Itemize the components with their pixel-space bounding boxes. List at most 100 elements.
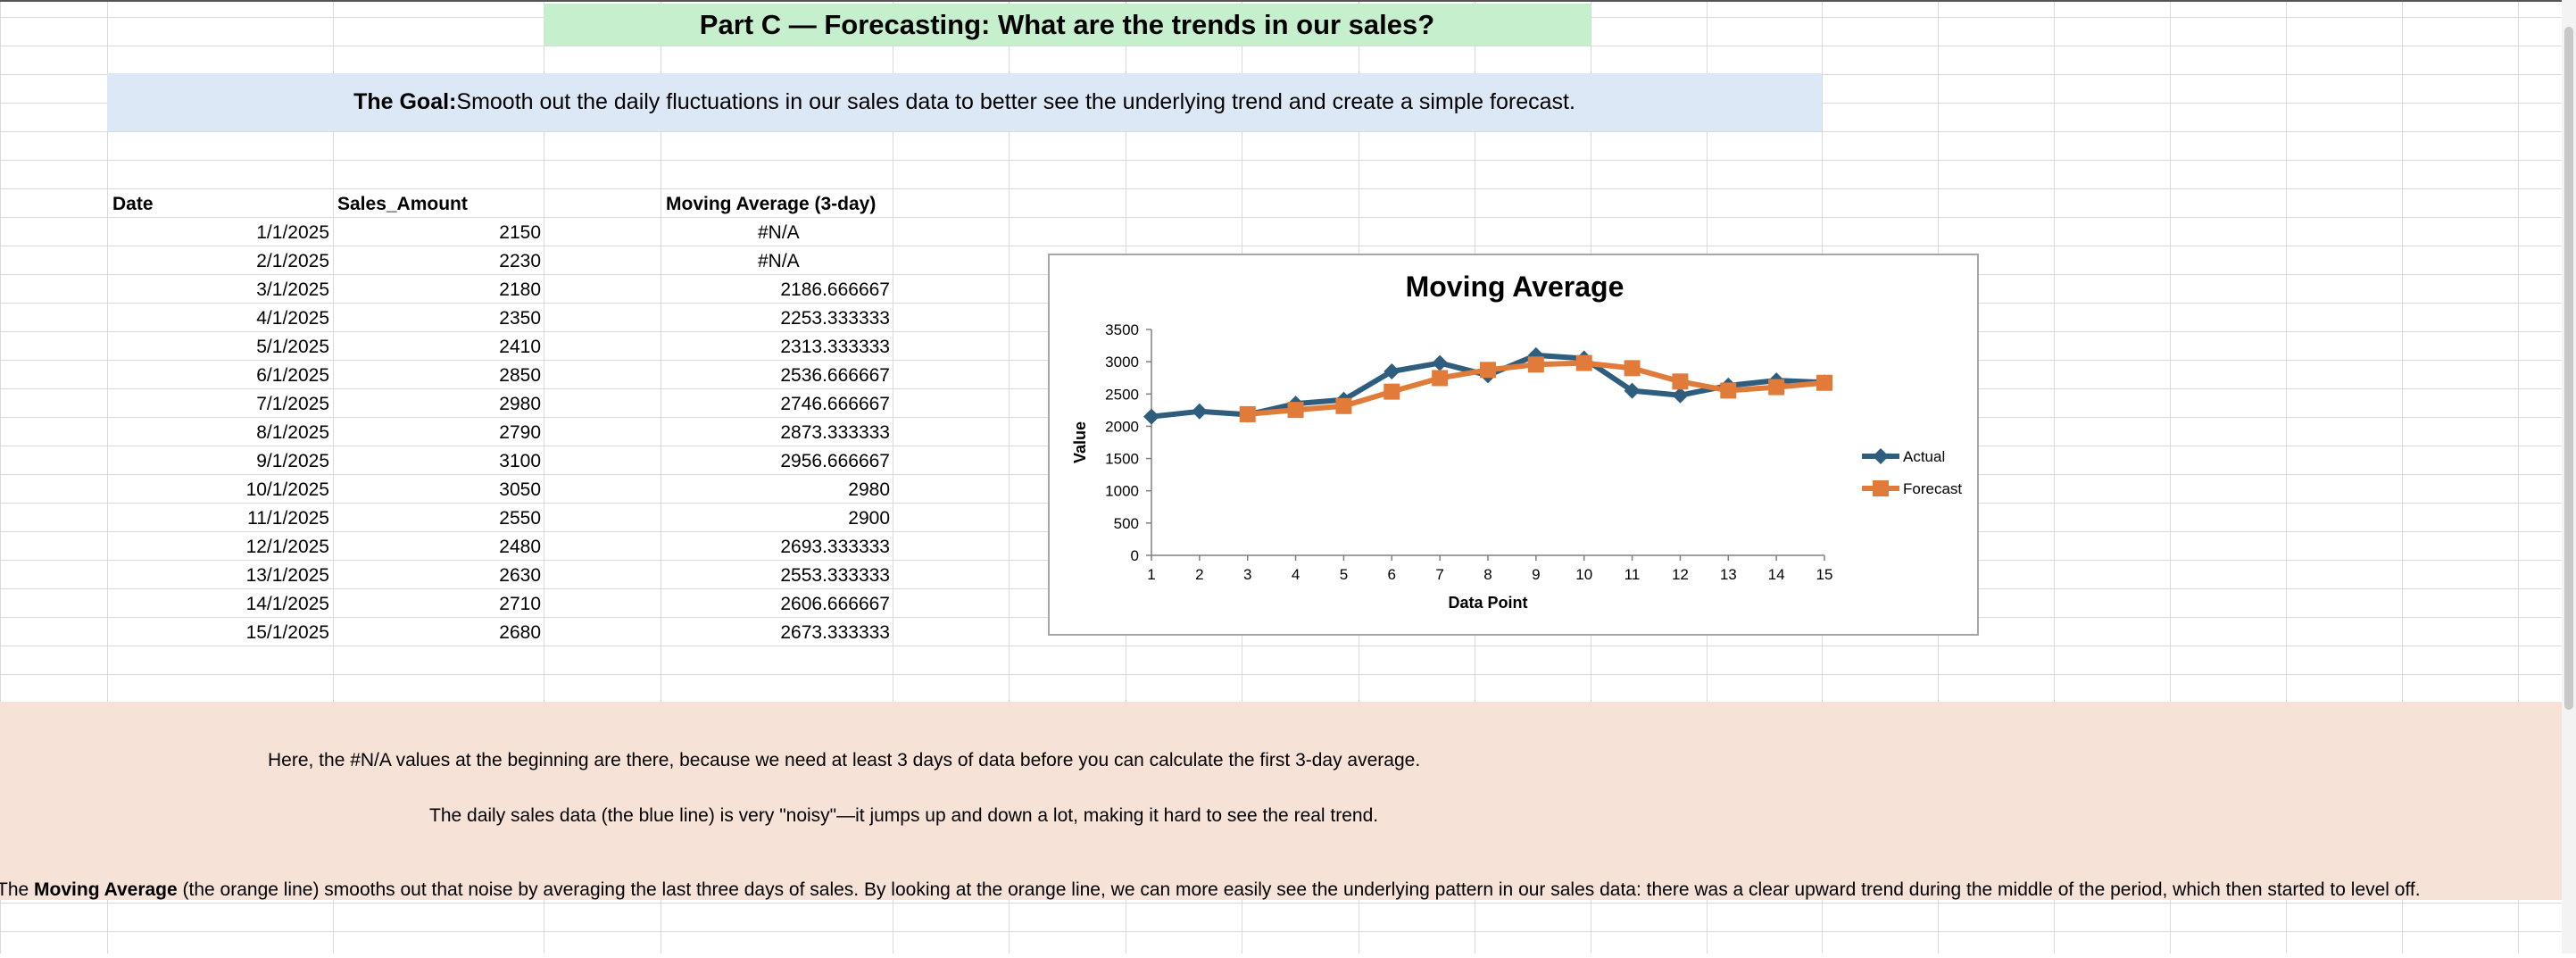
moving-average-cell[interactable]: 2536.666667: [780, 365, 890, 386]
sales-amount-cell[interactable]: 2680: [499, 622, 541, 643]
vertical-scrollbar-thumb[interactable]: [2564, 27, 2573, 710]
title-band: [544, 4, 1591, 46]
actual-data-point: [1624, 382, 1641, 399]
header-sales-amount[interactable]: Sales_Amount: [337, 194, 468, 214]
date-cell[interactable]: 11/1/2025: [247, 508, 329, 529]
legend-label: Actual: [1903, 448, 1945, 465]
sales-amount-cell[interactable]: 2710: [499, 594, 541, 614]
forecast-data-point: [1624, 360, 1641, 377]
x-tick-label: 8: [1483, 566, 1492, 583]
moving-average-cell[interactable]: #N/A: [758, 222, 800, 243]
actual-data-point: [1384, 362, 1400, 379]
goal-description: Smooth out the daily fluctuations in our…: [456, 89, 1575, 114]
sales-amount-cell[interactable]: 2480: [499, 537, 541, 557]
note-noisy-data[interactable]: The daily sales data (the blue line) is …: [429, 805, 1379, 826]
date-cell[interactable]: 3/1/2025: [256, 279, 329, 300]
moving-average-cell[interactable]: 2186.666667: [780, 279, 890, 300]
forecast-data-point: [1335, 397, 1352, 414]
header-date[interactable]: Date: [112, 194, 154, 214]
date-cell[interactable]: 14/1/2025: [245, 594, 329, 614]
date-cell[interactable]: 4/1/2025: [256, 308, 329, 329]
date-cell[interactable]: 6/1/2025: [256, 365, 329, 386]
sales-amount-cell[interactable]: 2350: [499, 308, 541, 329]
note-na-explanation[interactable]: Here, the #N/A values at the beginning a…: [268, 750, 1421, 771]
page-title[interactable]: Part C — Forecasting: What are the trend…: [699, 8, 1435, 40]
forecast-data-point: [1527, 356, 1544, 373]
x-tick-label: 2: [1195, 566, 1203, 583]
note-bold-term: Moving Average: [34, 879, 178, 900]
y-tick-label: 500: [1114, 515, 1139, 532]
note-prefix: The: [0, 879, 35, 900]
moving-average-cell[interactable]: 2253.333333: [780, 308, 890, 329]
sales-amount-cell[interactable]: 2410: [499, 337, 541, 357]
actual-data-point: [1672, 387, 1689, 404]
date-cell[interactable]: 9/1/2025: [256, 451, 329, 471]
date-cell[interactable]: 10/1/2025: [245, 479, 329, 500]
date-cell[interactable]: 5/1/2025: [256, 337, 329, 357]
moving-average-cell[interactable]: 2873.333333: [780, 422, 890, 443]
notes-band: [0, 702, 2562, 900]
x-tick-label: 11: [1625, 566, 1641, 583]
forecast-data-point: [1768, 379, 1785, 396]
x-tick-label: 4: [1292, 566, 1300, 583]
moving-average-cell[interactable]: 2313.333333: [780, 337, 890, 357]
x-axis-title: Data Point: [1448, 594, 1527, 612]
forecast-data-point: [1672, 373, 1689, 390]
date-cell[interactable]: 1/1/2025: [256, 222, 329, 243]
x-tick-label: 13: [1720, 566, 1737, 583]
date-cell[interactable]: 12/1/2025: [245, 537, 329, 557]
date-cell[interactable]: 15/1/2025: [245, 622, 329, 643]
moving-average-cell[interactable]: 2956.666667: [780, 451, 890, 471]
moving-average-cell[interactable]: #N/A: [758, 251, 800, 271]
forecast-data-point: [1816, 374, 1832, 391]
note-moving-average[interactable]: The Moving Average (the orange line) smo…: [0, 879, 2421, 901]
moving-average-cell[interactable]: 2553.333333: [780, 565, 890, 586]
forecast-data-point: [1575, 354, 1592, 371]
sales-amount-cell[interactable]: 3100: [499, 451, 541, 471]
forecast-data-point: [1480, 362, 1496, 379]
header-moving-average[interactable]: Moving Average (3-day): [666, 194, 877, 214]
actual-data-point: [1143, 408, 1159, 425]
date-cell[interactable]: 8/1/2025: [256, 422, 329, 443]
sales-amount-cell[interactable]: 2150: [499, 222, 541, 243]
y-tick-label: 3000: [1105, 354, 1139, 371]
sales-amount-cell[interactable]: 2630: [499, 565, 541, 586]
moving-average-cell[interactable]: 2606.666667: [780, 594, 890, 614]
x-tick-label: 5: [1340, 566, 1348, 583]
moving-average-cell[interactable]: 2673.333333: [780, 622, 890, 643]
actual-data-point: [1432, 354, 1449, 371]
moving-average-chart[interactable]: Moving Average 0 500 1000 1500 2000 2500 3000 35…: [1048, 254, 1979, 636]
actual-data-point: [1873, 448, 1889, 464]
sales-amount-cell[interactable]: 2790: [499, 422, 541, 443]
x-tick-label: 1: [1147, 566, 1155, 583]
sales-amount-cell[interactable]: 3050: [499, 479, 541, 500]
legend-item-forecast: Forecast: [1862, 480, 1962, 497]
moving-average-cell[interactable]: 2746.666667: [780, 394, 890, 414]
x-tick-label: 10: [1575, 566, 1592, 583]
goal-statement[interactable]: The Goal: Smooth out the daily fluctuati…: [107, 73, 1822, 131]
sales-amount-cell[interactable]: 2550: [499, 508, 541, 529]
date-cell[interactable]: 2/1/2025: [256, 251, 329, 271]
goal-band: [107, 73, 1822, 131]
x-tick-label: 7: [1435, 566, 1443, 583]
sales-amount-cell[interactable]: 2850: [499, 365, 541, 386]
date-cell[interactable]: 13/1/2025: [245, 565, 329, 586]
date-cell[interactable]: 7/1/2025: [256, 394, 329, 414]
actual-data-point: [1191, 403, 1208, 420]
moving-average-cell[interactable]: 2980: [848, 479, 890, 500]
y-tick-label: 2000: [1105, 418, 1139, 435]
note-suffix: (the orange line) smooths out that noise…: [177, 879, 2421, 900]
sales-amount-cell[interactable]: 2230: [499, 251, 541, 271]
moving-average-cell[interactable]: 2900: [848, 508, 890, 529]
x-tick-label: 6: [1388, 566, 1396, 583]
sales-amount-cell[interactable]: 2180: [499, 279, 541, 300]
moving-average-cell[interactable]: 2693.333333: [780, 537, 890, 557]
sales-amount-cell[interactable]: 2980: [499, 394, 541, 414]
x-tick-label: 12: [1672, 566, 1689, 583]
forecast-data-point: [1239, 405, 1256, 422]
x-tick-label: 15: [1816, 566, 1833, 583]
goal-label: The Goal:: [353, 89, 457, 114]
forecast-data-point: [1384, 383, 1400, 400]
forecast-data-point: [1873, 480, 1889, 496]
